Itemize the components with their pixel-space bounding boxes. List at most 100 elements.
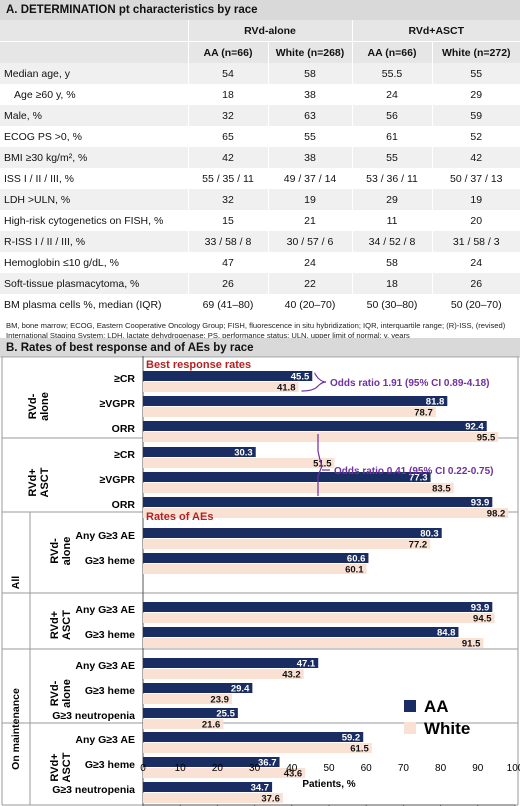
table-cell: 50 / 37 / 13 [431, 168, 520, 189]
bar-aa [143, 421, 487, 431]
table-row: Median age, y 54 58 55.5 55 [0, 63, 520, 84]
bar-aa [143, 757, 280, 767]
data-label-aa: 34.7 [251, 783, 270, 794]
data-label-aa: 77.3 [409, 473, 428, 484]
arm-group-label: RVd-alone [27, 392, 51, 421]
table-cell: 55 [267, 126, 353, 147]
category-label: G≥3 heme [85, 555, 135, 567]
data-label-aa: 60.6 [347, 554, 366, 565]
bar-white [143, 638, 484, 648]
category-label: Any G≥3 AE [75, 734, 135, 746]
table-cell: 55 [351, 147, 433, 168]
table-cell: 29 [351, 189, 433, 210]
data-label-aa: 93.9 [471, 603, 490, 614]
arm-group-label-line: RVd+ [27, 468, 39, 496]
table-cell: 29 [431, 84, 520, 105]
bar-aa [143, 472, 431, 482]
category-label: ≥VGPR [99, 398, 135, 410]
table-cell: 32 [187, 105, 268, 126]
category-label: Any G≥3 AE [75, 604, 135, 616]
table-cell: 40 (20–70) [267, 294, 353, 315]
column-header: White (n=268) [267, 41, 353, 63]
x-axis-area: 0 10 20 30 40 50 60 70 80 90 100 Patients, % [140, 763, 520, 790]
arm-group-label-line: ASCT [39, 467, 51, 497]
table-cell: 54 [187, 63, 268, 84]
x-tick-label: 90 [472, 763, 484, 774]
data-label-white: 61.5 [350, 744, 369, 755]
data-label-aa: 29.4 [231, 684, 250, 695]
table-cell: 63 [267, 105, 353, 126]
table-row: Hemoglobin ≤10 g/dL, % 47 24 58 24 [0, 252, 520, 273]
table-cell: 49 / 37 / 14 [267, 168, 353, 189]
table-cell: 19 [431, 189, 520, 210]
table-cell: 21 [267, 210, 353, 231]
table-row: LDH >ULN, % 32 19 29 19 [0, 189, 520, 210]
table-cell: 32 [187, 189, 268, 210]
table-cell: 38 [267, 84, 353, 105]
table-cell: 24 [431, 252, 520, 273]
arm-group-label-line: ASCT [61, 752, 73, 782]
abbreviations-footnote: BM, bone marrow; ECOG, Eastern Cooperati… [6, 321, 506, 340]
data-label-white: 98.2 [487, 509, 506, 520]
category-label: ORR [112, 499, 136, 511]
table-cell: 20 [431, 210, 520, 231]
row-label: ECOG PS >0, % [0, 126, 188, 147]
arm-group-label-line: alone [39, 392, 51, 421]
data-label-white: 78.7 [414, 408, 433, 419]
bar-aa [143, 447, 256, 457]
column-header: White (n=272) [431, 41, 520, 63]
section-a-title: A. DETERMINATION pt characteristics by r… [0, 0, 520, 20]
data-label-aa: 92.4 [465, 422, 484, 433]
x-tick-label: 50 [323, 763, 335, 774]
table-cell: 24 [351, 84, 433, 105]
data-label-white: 91.5 [462, 639, 481, 650]
table-row: ISS I / II / III, % 55 / 35 / 11 49 / 37 /… [0, 168, 520, 189]
row-label: Soft-tissue plasmacytoma, % [0, 273, 188, 294]
data-label-aa: 80.3 [420, 529, 439, 540]
table-cell: 65 [187, 126, 268, 147]
arm-group-label-line: RVd+ [49, 753, 61, 781]
data-label-aa: 30.3 [234, 448, 253, 459]
bar-white [143, 483, 454, 493]
table-cell: 31 / 58 / 3 [431, 231, 520, 252]
group-header: RVd-alone [187, 20, 353, 42]
table-row: ECOG PS >0, % 65 55 61 52 [0, 126, 520, 147]
bar-white [143, 407, 436, 417]
arm-group-label: RVd+ASCT [49, 610, 73, 640]
table-cell: 47 [187, 252, 268, 273]
arm-group-label-line: RVd- [27, 393, 39, 419]
data-label-aa: 84.8 [437, 628, 456, 639]
category-label: G≥3 heme [85, 685, 135, 697]
bar-white [143, 382, 299, 392]
table-cell: 50 (20–70) [431, 294, 520, 315]
row-label: Age ≥60 y, % [0, 84, 188, 105]
table-row: Soft-tissue plasmacytoma, % 26 22 18 26 [0, 273, 520, 294]
bar-white [143, 508, 509, 518]
category-label: G≥3 neutropenia [52, 710, 135, 722]
bar-white [143, 743, 372, 753]
section-a: A. DETERMINATION pt characteristics by r… [0, 0, 520, 349]
x-tick-label: 0 [140, 763, 146, 774]
row-label: Median age, y [0, 63, 188, 84]
category-label: ≥CR [114, 449, 135, 461]
data-label-white: 41.8 [277, 383, 296, 394]
response-ae-chart: All On maintenance Best response rates RVd-… [1, 356, 519, 806]
data-label-aa: 93.9 [471, 498, 490, 509]
outer-group-label: On maintenance [10, 688, 22, 770]
bar-white [143, 539, 431, 549]
row-label: Hemoglobin ≤10 g/dL, % [0, 252, 188, 273]
x-tick-label: 40 [286, 763, 298, 774]
data-label-white: 94.5 [473, 614, 492, 625]
table-cell: 58 [351, 252, 433, 273]
legend-swatch-white [404, 722, 416, 734]
arm-group-label-line: RVd- [49, 680, 61, 706]
table-cell: 69 (41–80) [187, 294, 268, 315]
x-axis-title: Patients, % [302, 779, 355, 790]
section-b-title: B. Rates of best response and of AEs by … [0, 338, 520, 358]
data-label-white: 60.1 [345, 565, 364, 576]
table-cell: 61 [351, 126, 433, 147]
data-label-white: 23.9 [210, 695, 229, 706]
bar-white [143, 793, 283, 803]
table-cell: 15 [187, 210, 268, 231]
data-label-white: 95.5 [477, 433, 496, 444]
